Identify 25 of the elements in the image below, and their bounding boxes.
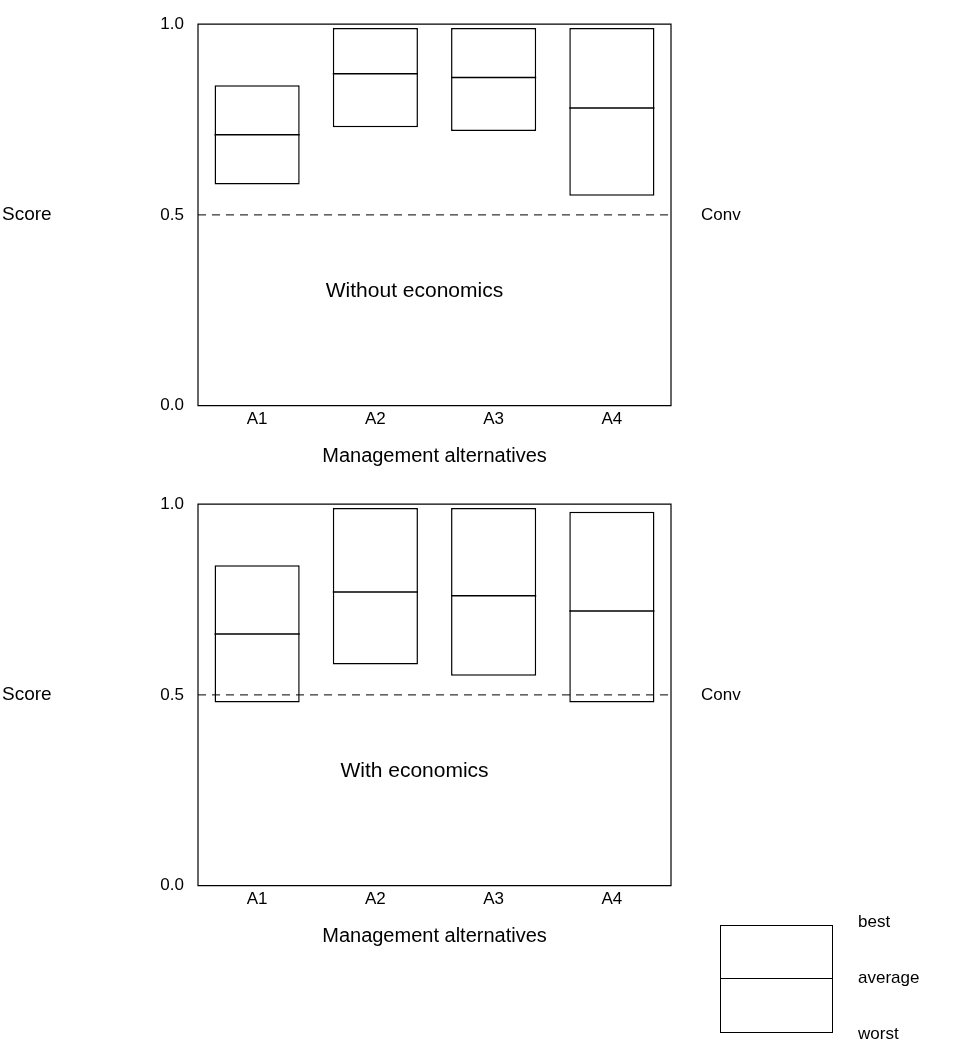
y-axis-title: Score	[2, 683, 52, 705]
x-tick-label: A4	[601, 889, 623, 909]
x-tick-label: A3	[483, 409, 505, 429]
annotation: Without economics	[325, 277, 504, 301]
x-tick-label: A2	[364, 409, 386, 429]
x-axis-title: Management alternatives	[322, 923, 547, 946]
x-tick-label: A3	[483, 889, 505, 909]
x-tick-label: A1	[246, 889, 268, 909]
y-axis-title: Score	[2, 203, 52, 225]
ref-line-label: Conv	[701, 684, 742, 704]
y-tick-label: 0.0	[160, 395, 184, 415]
y-tick-label: 1.0	[160, 493, 184, 513]
x-tick-label: A1	[246, 409, 268, 429]
annotation: With economics	[340, 757, 489, 781]
y-tick-label: 0.0	[160, 875, 184, 895]
x-axis-title: Management alternatives	[322, 443, 547, 466]
text: average	[858, 968, 920, 988]
y-tick-label: 0.5	[160, 204, 184, 224]
x-tick-label: A2	[364, 889, 386, 909]
ref-line-label: Conv	[701, 204, 742, 224]
y-tick-label: 0.5	[160, 684, 184, 704]
y-tick-label: 1.0	[160, 13, 184, 33]
x-tick-label: A4	[601, 409, 623, 429]
text: best	[858, 912, 891, 932]
text: worst	[858, 1024, 899, 1044]
